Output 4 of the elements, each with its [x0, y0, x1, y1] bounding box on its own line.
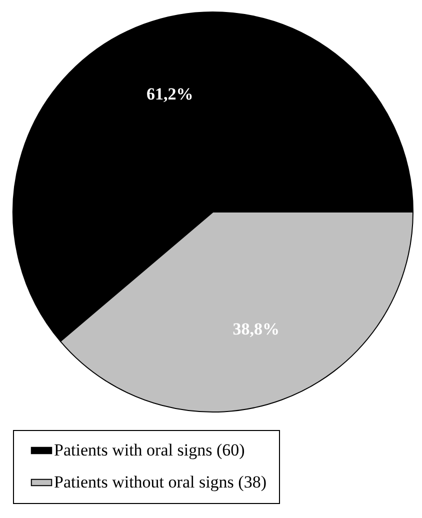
- legend-label: Patients with oral signs (60): [54, 440, 245, 460]
- data-label: 38,8%: [232, 319, 280, 338]
- data-label: 61,2%: [146, 84, 194, 104]
- legend-label: Patients without oral signs (38): [54, 472, 266, 492]
